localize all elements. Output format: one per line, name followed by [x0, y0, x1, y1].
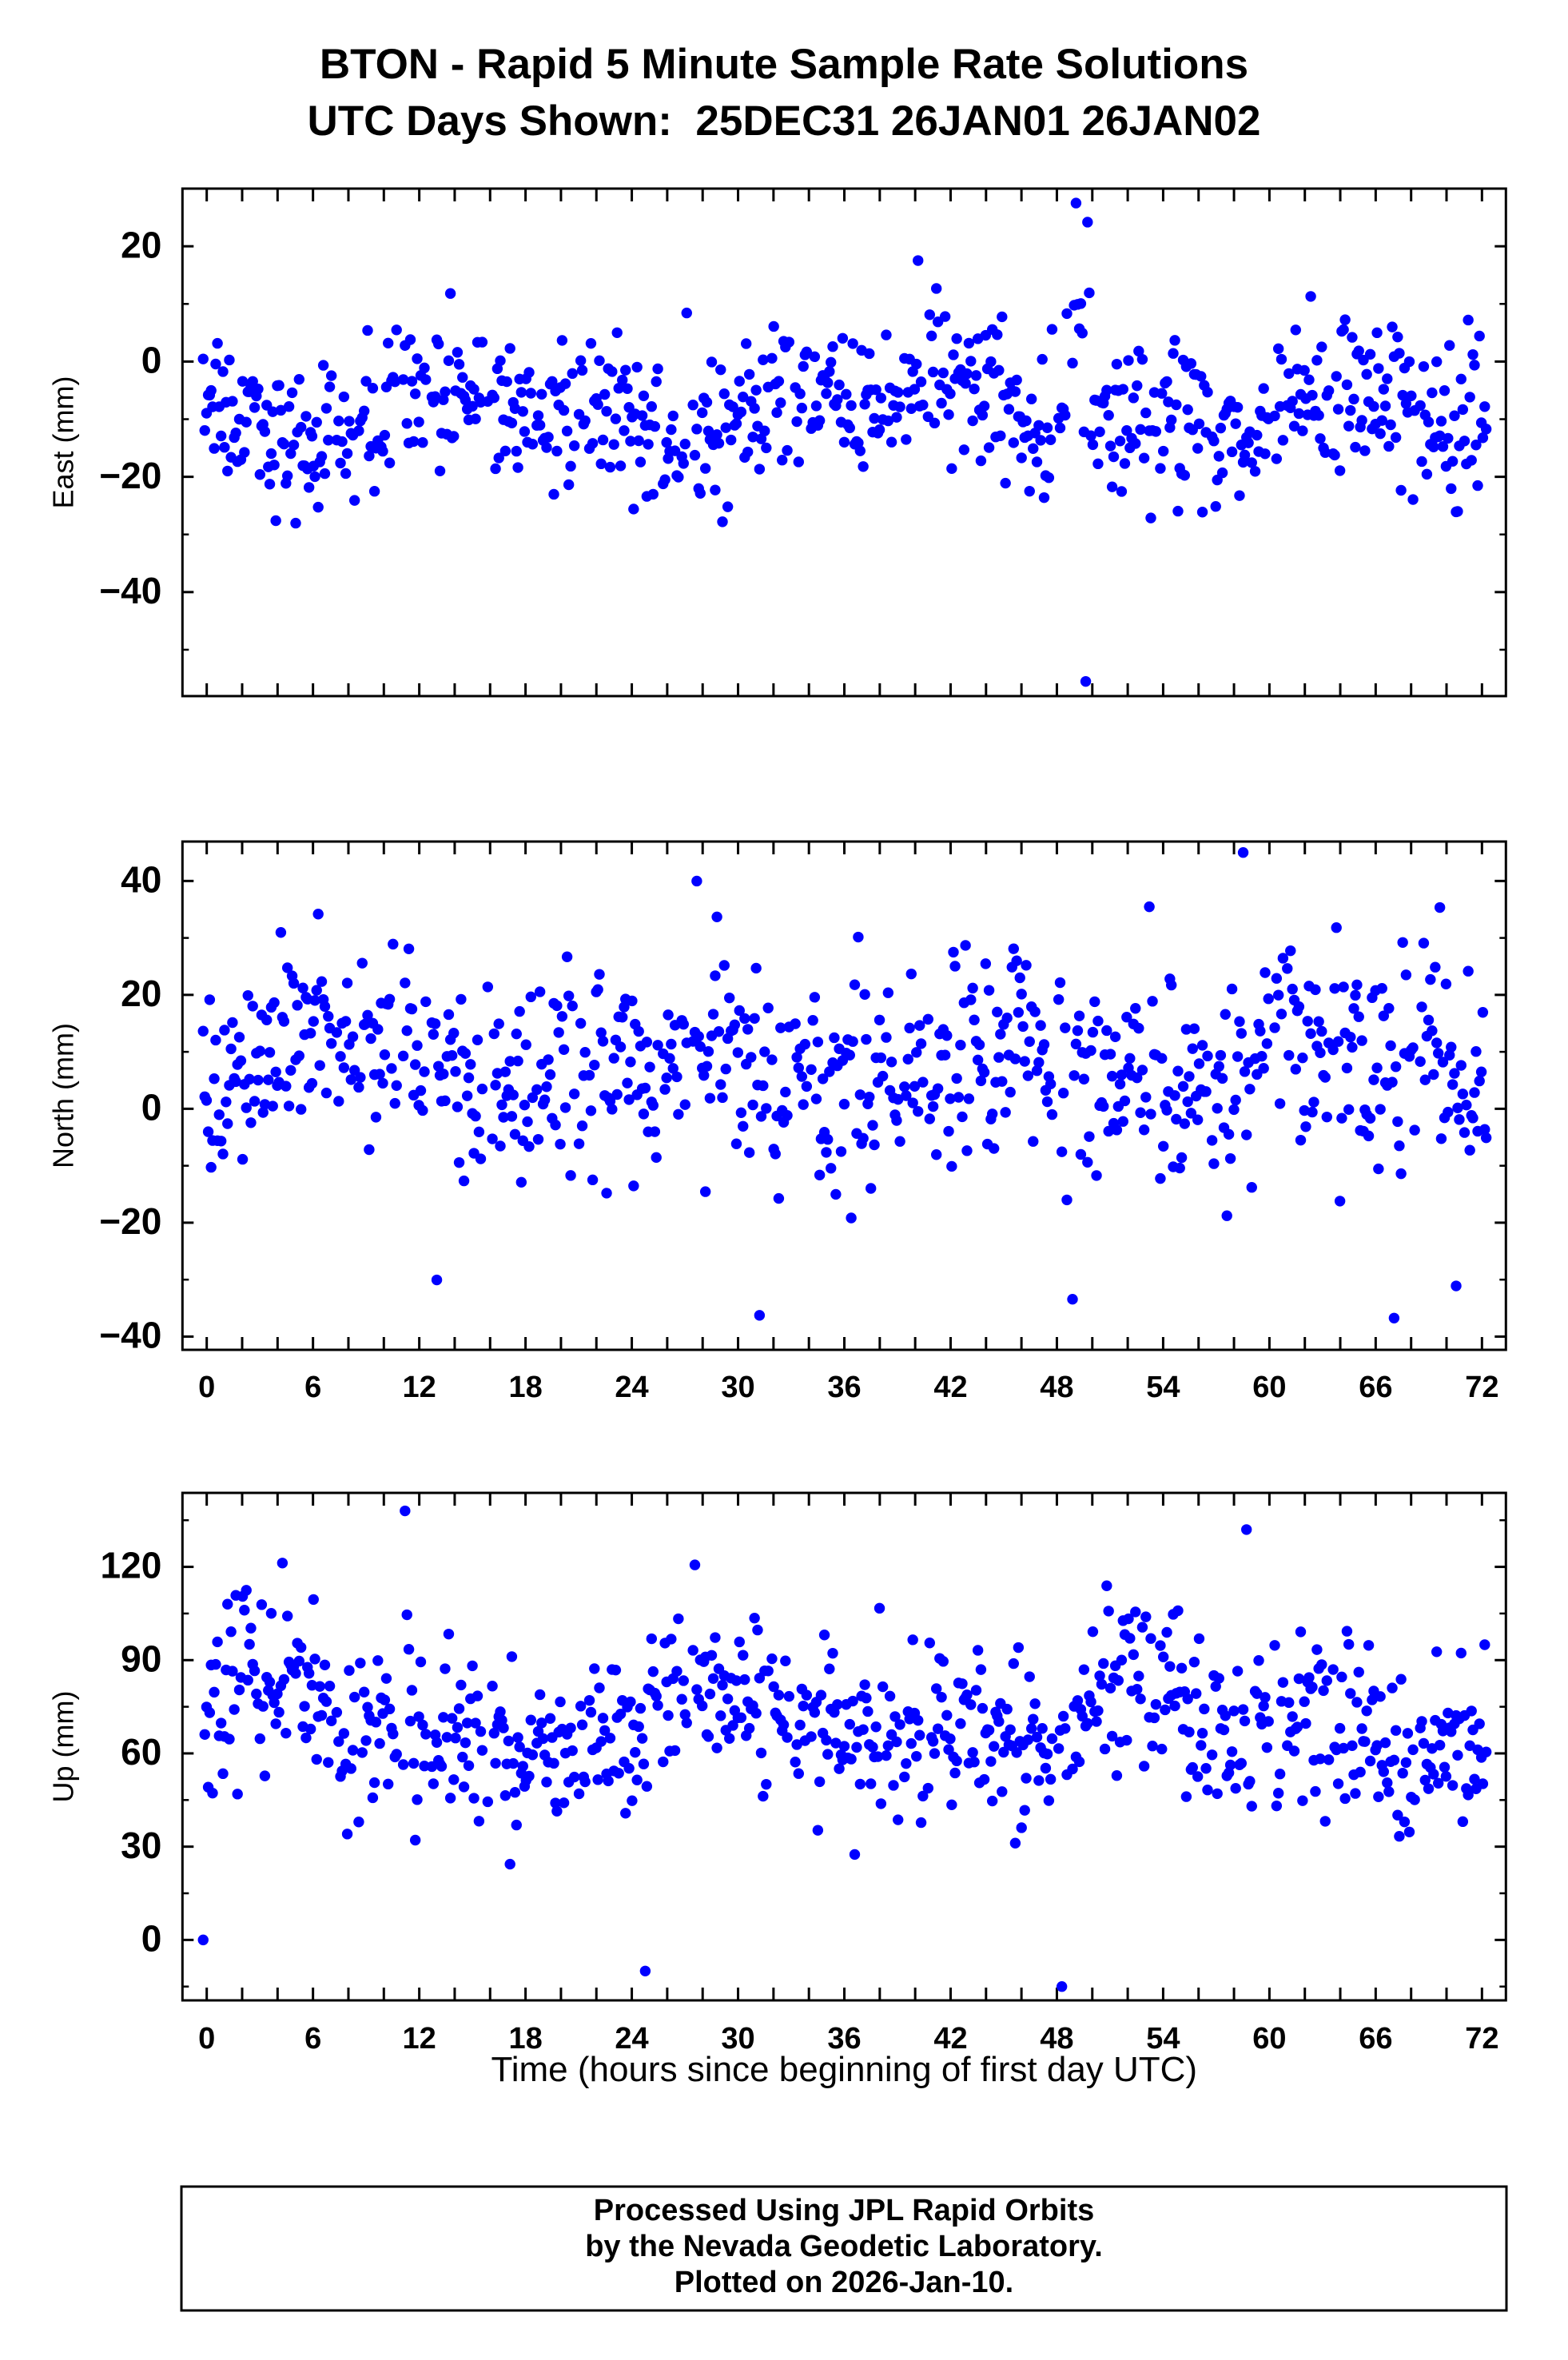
svg-text:48: 48	[1040, 1371, 1073, 1404]
svg-text:60: 60	[121, 1731, 161, 1773]
svg-text:72: 72	[1465, 2022, 1498, 2056]
svg-text:66: 66	[1359, 2022, 1392, 2056]
svg-text:0: 0	[141, 1918, 162, 1960]
svg-text:20: 20	[121, 973, 161, 1014]
svg-text:Time (hours since beginning of: Time (hours since beginning of first day…	[491, 2050, 1198, 2089]
svg-text:0: 0	[141, 340, 162, 381]
svg-text:72: 72	[1465, 1371, 1498, 1404]
svg-text:18: 18	[508, 1371, 542, 1404]
svg-text:66: 66	[1359, 1371, 1392, 1404]
svg-text:−40: −40	[99, 570, 161, 611]
svg-text:by the Nevada Geodetic Laborat: by the Nevada Geodetic Laboratory.	[585, 2230, 1103, 2263]
svg-text:40: 40	[121, 858, 161, 900]
svg-text:6: 6	[304, 2022, 321, 2056]
svg-text:24: 24	[615, 1371, 648, 1404]
svg-text:East (mm): East (mm)	[47, 376, 80, 509]
svg-text:36: 36	[827, 1371, 861, 1404]
svg-text:0: 0	[198, 1371, 215, 1404]
svg-text:Up (mm): Up (mm)	[47, 1691, 80, 1803]
svg-text:0: 0	[141, 1087, 162, 1128]
svg-text:Plotted on 2026-Jan-10.: Plotted on 2026-Jan-10.	[675, 2266, 1013, 2299]
svg-text:30: 30	[121, 1825, 161, 1866]
svg-text:0: 0	[198, 2022, 215, 2056]
svg-text:−40: −40	[99, 1315, 161, 1356]
svg-text:60: 60	[1252, 1371, 1286, 1404]
svg-text:120: 120	[101, 1545, 162, 1586]
svg-text:−20: −20	[99, 455, 161, 496]
svg-text:54: 54	[1146, 1371, 1180, 1404]
svg-text:North (mm): North (mm)	[47, 1023, 80, 1168]
svg-text:12: 12	[402, 2022, 436, 2056]
svg-text:20: 20	[121, 224, 161, 265]
svg-text:6: 6	[304, 1371, 321, 1404]
svg-text:−20: −20	[99, 1200, 161, 1242]
svg-text:12: 12	[402, 1371, 436, 1404]
svg-text:90: 90	[121, 1638, 161, 1679]
svg-text:42: 42	[933, 1371, 967, 1404]
svg-text:60: 60	[1252, 2022, 1286, 2056]
svg-text:30: 30	[721, 1371, 754, 1404]
svg-text:Processed Using JPL Rapid Orbi: Processed Using JPL Rapid Orbits	[594, 2194, 1094, 2227]
